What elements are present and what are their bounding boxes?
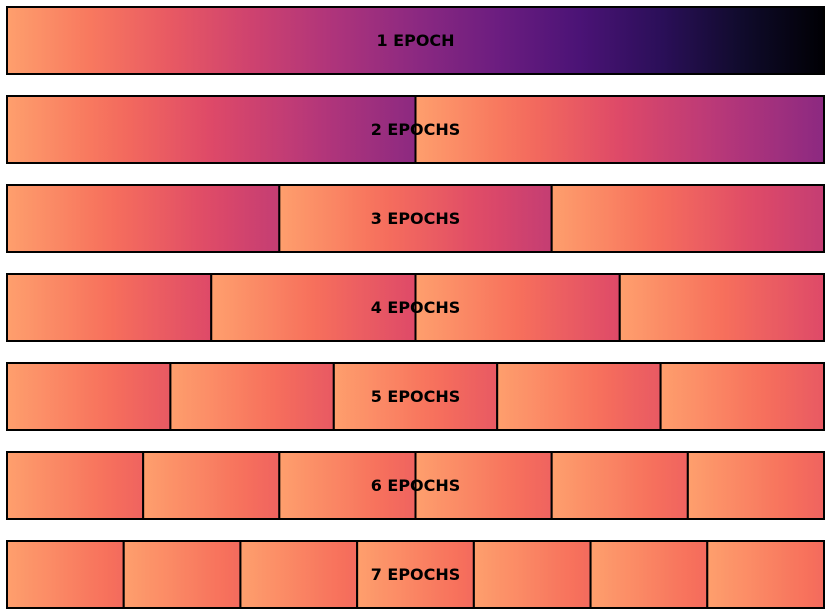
epoch-segment	[6, 540, 125, 609]
epoch-segment	[332, 362, 499, 431]
epoch-segment	[356, 540, 475, 609]
row-label: 4 EPOCHS	[371, 298, 461, 317]
epoch-segment	[6, 184, 281, 253]
epoch-segment	[278, 451, 417, 520]
bar-border	[6, 362, 825, 431]
row-label: 3 EPOCHS	[371, 209, 461, 228]
epoch-segment	[414, 95, 825, 164]
epoch-segment	[142, 451, 281, 520]
bar-border	[6, 540, 825, 609]
row-label: 2 EPOCHS	[371, 120, 461, 139]
epoch-segment	[122, 540, 242, 609]
epoch-segment	[472, 540, 592, 609]
row-label: 5 EPOCHS	[371, 387, 461, 406]
row-label: 7 EPOCHS	[371, 565, 461, 584]
epoch-segment	[550, 184, 826, 253]
epoch-segment	[6, 6, 825, 75]
epoch-segment	[239, 540, 359, 609]
bar-border	[6, 273, 825, 342]
epoch-segment	[706, 540, 825, 609]
epoch-segment	[618, 273, 825, 342]
row-label: 6 EPOCHS	[371, 476, 461, 495]
epoch-segment	[169, 362, 335, 431]
epoch-segment	[686, 451, 825, 520]
row-label: 1 EPOCH	[376, 31, 454, 50]
epoch-segment	[6, 273, 213, 342]
epoch-segment	[414, 273, 621, 342]
bar-border	[6, 184, 825, 253]
epoch-segment	[6, 362, 172, 431]
bar-border	[6, 451, 825, 520]
bar-border	[6, 6, 825, 75]
epoch-segment	[659, 362, 825, 431]
epoch-segment	[6, 451, 145, 520]
epoch-segment	[6, 95, 417, 164]
bar-border	[6, 95, 825, 164]
epoch-segment	[496, 362, 662, 431]
epoch-segment	[589, 540, 709, 609]
epoch-segment	[550, 451, 689, 520]
